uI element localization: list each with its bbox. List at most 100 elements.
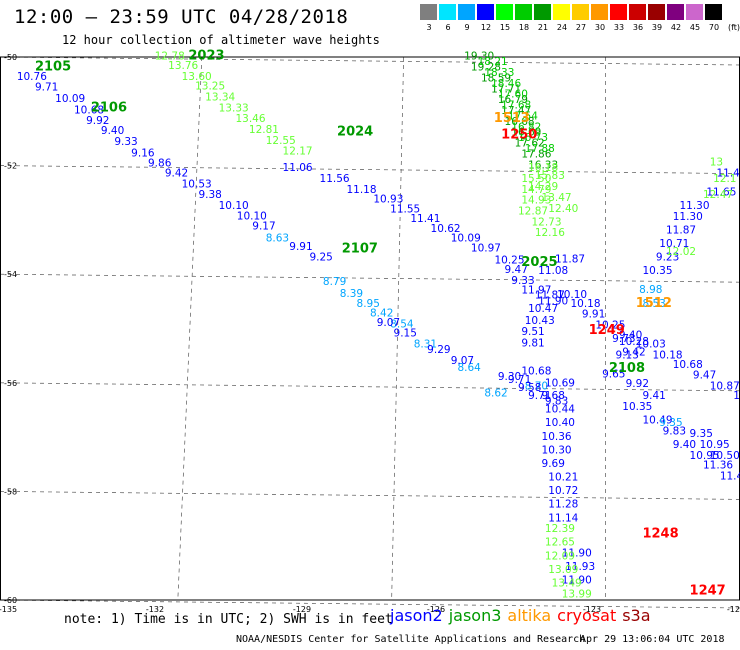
wave-height-label: 11.21 [733,390,740,402]
wave-height-label: 9.51 [521,326,544,338]
color-scale-tick: 12 [480,23,492,32]
y-tick-label: -58 [4,487,17,496]
chart-title: 12:00 — 23:59 UTC 04/28/2018 [14,6,349,28]
wave-height-label: 9.47 [693,369,716,381]
color-scale-tick: 3 [426,23,432,32]
wave-height-label: 11.93 [565,561,595,573]
color-swatch [667,4,684,20]
wave-height-label: 10.36 [542,431,572,443]
color-scale-tick: 24 [556,23,568,32]
color-swatch [686,4,703,20]
wave-height-label: 16.82 [511,121,541,133]
x-tick-label: -124 [727,605,740,614]
wave-height-label: 9.23 [656,252,679,264]
wave-height-label: 11.30 [673,211,703,223]
chart-subtitle: 12 hour collection of altimeter wave hei… [62,33,380,47]
wave-height-label: 12.09 [545,550,575,562]
wave-height-label: 17.60 [498,89,528,101]
grid-line-vertical [177,56,203,601]
credit-line: NOAA/NESDIS Center for Satellite Applica… [236,634,586,645]
wave-height-label: 11.90 [562,575,592,587]
wave-height-label: 10.25 [595,320,625,332]
wave-height-label: 9.81 [521,337,544,349]
wave-height-label: 13.25 [195,81,225,93]
wave-height-label: 10.95 [700,439,730,451]
grid-line-horizontal [0,599,740,609]
color-scale-tick: 15 [499,23,511,32]
wave-height-label: 11.36 [703,460,733,472]
wave-height-label: 19.28 [471,62,501,74]
wave-height-label: 8.54 [390,318,414,330]
grid-line-horizontal [0,273,740,283]
pass-time-label: 2105 [35,60,71,75]
pass-time-label: 1248 [642,527,678,542]
wave-height-label: 9.47 [505,264,528,276]
color-scale-tick: 9 [464,23,470,32]
wave-height-label: 9.29 [427,344,450,356]
wave-height-label: 12.02 [666,246,696,258]
satellite-legend: jason2 jason3 altika cryosat s3a [390,606,657,625]
axis-ticks: -50 -52 -54 -56 -58 -60-135 -132 -129 -126 -123 -1… [0,53,740,614]
pass-time-label: 1512 [636,296,672,311]
wave-height-label: 10.10 [557,289,587,301]
color-swatch [515,4,532,20]
wave-height-label: 12.47 [703,189,733,201]
wave-height-label: 10.21 [548,472,578,484]
grid-line-horizontal [0,491,740,500]
wave-height-label: 10.68 [74,104,104,116]
wave-height-label: 16.73 [518,132,548,144]
wave-height-label: 9.15 [394,328,417,340]
wave-height-label: 11.30 [679,200,709,212]
wave-height-label: 13.47 [542,192,572,204]
pass-time-label: 1247 [690,584,726,599]
x-tick-label: -126 [427,605,445,614]
wave-height-label: 12.40 [548,203,578,215]
wave-height-label: 10.18 [570,298,600,310]
wave-height-label: 16.79 [498,94,528,106]
pass-time-label: 2025 [521,255,557,270]
grid-line-horizontal [0,382,740,392]
wave-height-label: 12.16 [535,227,565,239]
wave-height-label: 18.33 [484,67,514,79]
color-scale-tick: 39 [651,23,663,32]
wave-height-label: 9.07 [377,317,400,329]
color-scale-tick: 27 [575,23,587,32]
wave-height-label: 8.79 [323,276,346,288]
wave-height-label: 9.73 [612,333,635,345]
y-tick-label: -54 [4,270,17,279]
grid-line-horizontal [0,165,740,174]
pass-time-label: 1249 [589,323,625,338]
wave-height-label: 15.50 [521,173,551,185]
wave-height-label: 12.81 [249,124,279,136]
color-swatch [591,4,608,20]
color-swatch [648,4,665,20]
color-swatch [496,4,513,20]
wave-height-label: 13.76 [168,60,198,72]
wave-height-label: 19.30 [464,51,494,63]
color-swatch [705,4,722,20]
color-swatch [477,4,494,20]
wave-height-label: 9.35 [690,428,713,440]
wave-height-label: 11.87 [555,253,585,265]
wave-height-label: 12.55 [266,135,296,147]
color-scale-tick: 18 [518,23,530,32]
wave-height-label: 13.09 [548,564,578,576]
wave-height-label: 10.28 [619,336,649,348]
wave-height-label: 18.21 [478,56,508,68]
wave-height-label: 9.83 [545,396,568,408]
wave-height-label: 9.07 [451,355,474,367]
color-scale-tick: 70 [708,23,720,32]
wave-height-label: 10.43 [525,315,555,327]
wave-height-label: 9.30 [498,371,521,383]
wave-height-label: 9.91 [289,241,312,253]
wave-height-label: 9.71 [35,82,58,94]
wave-height-label: 9.92 [86,115,109,127]
y-tick-label: -50 [4,53,17,62]
y-tick-label: -52 [4,162,17,171]
wave-height-label: 16.33 [528,159,558,171]
color-swatch [420,4,437,20]
wave-height-label: 9.65 [602,368,625,380]
pass-time-label: 2024 [337,125,373,140]
